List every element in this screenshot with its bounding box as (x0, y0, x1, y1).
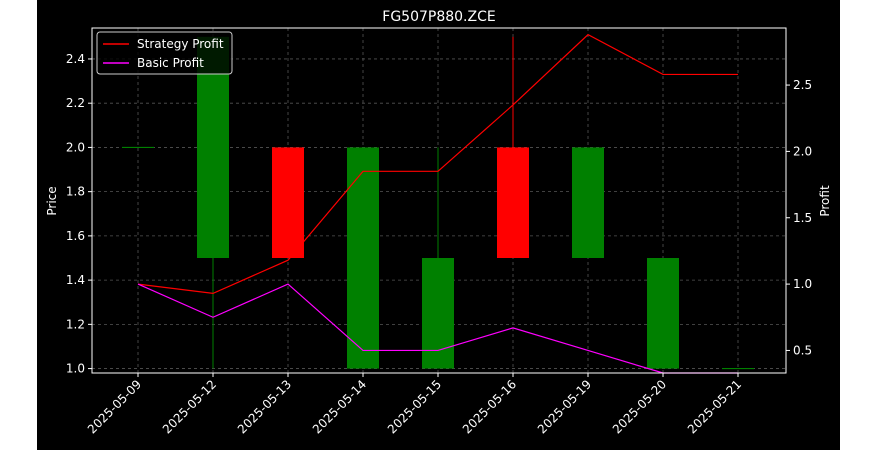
candle-body (272, 147, 304, 258)
candle-body (422, 258, 454, 369)
candle-body (572, 147, 604, 258)
y-tick-label-right: 0.5 (793, 343, 812, 357)
strategy-profit-line (137, 33, 738, 295)
y-tick-label-right: 2.5 (793, 78, 812, 92)
legend-label-strategy: Strategy Profit (137, 37, 224, 51)
y-tick-label-left: 1.2 (66, 317, 85, 331)
y-tick-label-right: 1.5 (793, 211, 812, 225)
candle-body (647, 258, 679, 369)
y-tick-label-left: 1.6 (66, 229, 85, 243)
y-axis-label-left: Price (45, 186, 59, 215)
profit-lines (137, 33, 738, 374)
chart-title: FG507P880.ZCE (382, 9, 495, 25)
y-tick-label-left: 1.0 (66, 362, 85, 376)
plot-frame (91, 27, 787, 374)
y-tick-label-right: 1.0 (793, 277, 812, 291)
y-tick-label-left: 1.8 (66, 185, 85, 199)
y-tick-label-left: 2.4 (66, 52, 85, 66)
y-axis-label-right: Profit (818, 185, 832, 217)
y-tick-label-left: 2.2 (66, 96, 85, 110)
basic-profit-line (137, 283, 738, 374)
candle-body (497, 147, 529, 258)
legend-box (96, 31, 233, 75)
y-tick-label-left: 1.4 (66, 273, 85, 287)
y-tick-label-right: 2.0 (793, 144, 812, 158)
legend: Strategy Profit Basic Profit (96, 31, 233, 75)
candle-body (347, 147, 379, 369)
y-tick-label-left: 2.0 (66, 140, 85, 154)
legend-label-basic: Basic Profit (137, 56, 204, 70)
